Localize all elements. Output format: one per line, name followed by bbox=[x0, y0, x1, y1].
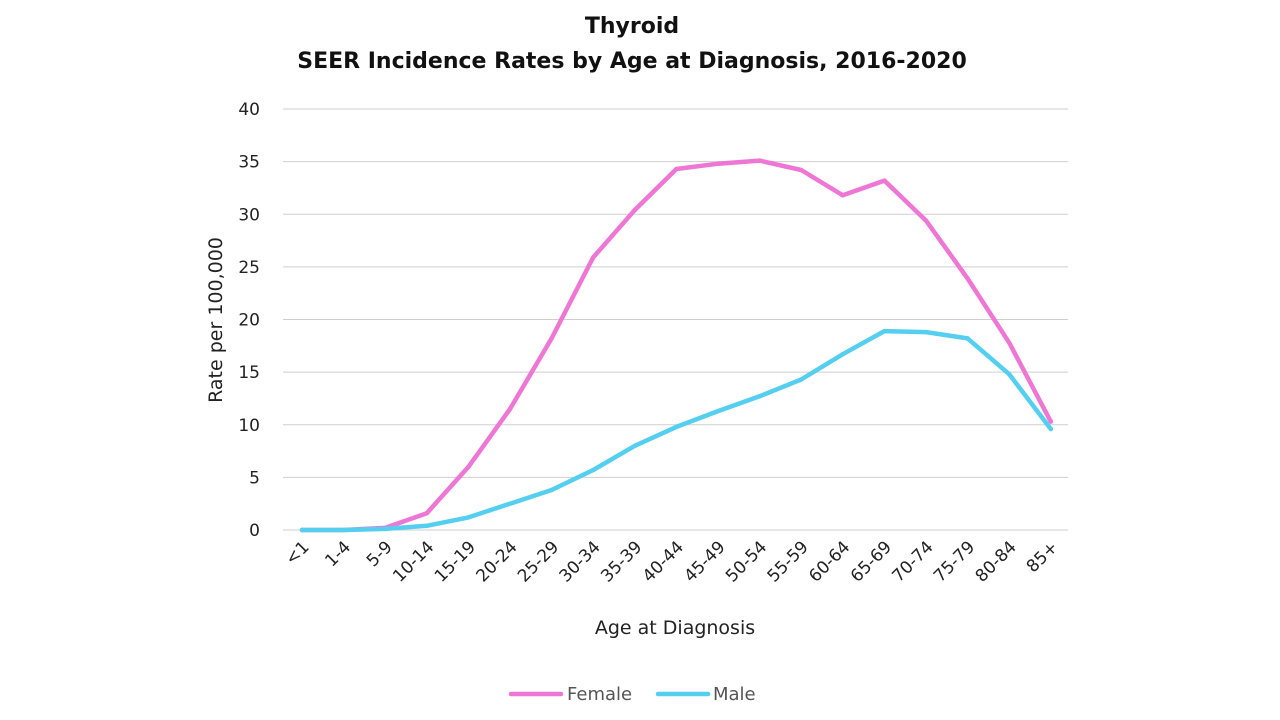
data-point-female bbox=[466, 464, 471, 470]
y-tick-label: 35 bbox=[238, 153, 260, 173]
y-tick-label: 10 bbox=[238, 416, 260, 436]
x-tick-label: 5-9 bbox=[363, 537, 397, 571]
data-point-male bbox=[965, 336, 970, 341]
data-point-male bbox=[591, 467, 596, 473]
data-point-female bbox=[1007, 340, 1012, 345]
y-tick-label: 20 bbox=[238, 311, 260, 331]
y-tick-label: 0 bbox=[249, 521, 260, 541]
x-tick-label: 85+ bbox=[1023, 537, 1063, 577]
x-tick-label: 15-19 bbox=[431, 537, 480, 586]
series-line-female bbox=[299, 158, 1054, 533]
data-point-male bbox=[507, 501, 513, 506]
data-point-female bbox=[882, 178, 887, 183]
data-point-male bbox=[549, 487, 554, 493]
data-point-male bbox=[923, 329, 929, 335]
data-point-male bbox=[341, 527, 346, 533]
series-line-male bbox=[299, 328, 1054, 533]
chart-subtitle: SEER Incidence Rates by Age at Diagnosis… bbox=[297, 49, 967, 74]
data-point-female bbox=[674, 166, 679, 172]
chart-title: Thyroid bbox=[585, 14, 679, 39]
x-tick-label: 55-59 bbox=[764, 537, 813, 586]
x-axis-ticks: <1 1-4 5-910-1415-1920-2425-2930-3435-3940… bbox=[282, 537, 1063, 586]
data-point-male bbox=[757, 394, 762, 399]
data-point-male bbox=[715, 408, 721, 414]
data-point-male bbox=[424, 523, 429, 528]
data-point-male bbox=[840, 352, 845, 357]
data-point-female bbox=[799, 167, 804, 173]
x-tick-label: 60-64 bbox=[805, 537, 854, 586]
data-point-male bbox=[882, 328, 887, 334]
legend-label-male: Male bbox=[713, 684, 756, 705]
data-point-female bbox=[424, 510, 429, 516]
data-point-female bbox=[715, 161, 721, 166]
legend-label-female: Female bbox=[567, 684, 632, 705]
data-point-female bbox=[1048, 419, 1054, 424]
x-tick-label: 45-49 bbox=[680, 537, 729, 586]
x-tick-label: 10-14 bbox=[389, 537, 438, 586]
data-point-male bbox=[383, 526, 388, 532]
x-tick-label: 1-4 bbox=[321, 537, 355, 571]
data-point-female bbox=[507, 406, 513, 412]
x-tick-label: 70-74 bbox=[888, 537, 937, 586]
data-point-female bbox=[632, 207, 637, 213]
x-tick-label: 20-24 bbox=[472, 537, 521, 586]
legend: Female Male bbox=[508, 684, 756, 705]
y-tick-label: 40 bbox=[238, 100, 260, 120]
y-tick-label: 25 bbox=[238, 258, 260, 278]
data-point-female bbox=[965, 276, 970, 281]
series-lines bbox=[299, 158, 1054, 533]
data-point-female bbox=[549, 336, 554, 341]
x-tick-label: 50-54 bbox=[722, 537, 771, 586]
data-point-female bbox=[757, 158, 762, 163]
x-tick-label: 40-44 bbox=[639, 537, 688, 586]
data-point-female bbox=[840, 193, 845, 198]
y-axis-ticks: 0 5 10 15 20 25 30 35 40 bbox=[238, 100, 260, 541]
data-point-male bbox=[1007, 372, 1012, 377]
x-tick-label: 80-84 bbox=[972, 537, 1021, 586]
x-tick-label: 35-39 bbox=[597, 537, 646, 586]
data-point-male bbox=[1048, 426, 1054, 432]
y-axis-label: Rate per 100,000 bbox=[205, 237, 227, 403]
gridlines bbox=[283, 108, 1068, 531]
x-axis-label: Age at Diagnosis bbox=[595, 617, 755, 639]
data-point-male bbox=[674, 424, 679, 430]
y-tick-label: 5 bbox=[249, 468, 260, 488]
x-tick-label: 75-79 bbox=[930, 537, 979, 586]
x-tick-label: 30-34 bbox=[556, 537, 605, 586]
data-point-male bbox=[466, 515, 471, 520]
y-tick-label: 15 bbox=[238, 363, 260, 383]
x-tick-label: 25-29 bbox=[514, 537, 563, 586]
data-point-male bbox=[799, 377, 804, 382]
data-point-female bbox=[923, 218, 929, 223]
data-point-female bbox=[591, 255, 596, 260]
y-tick-label: 30 bbox=[238, 205, 260, 225]
data-point-male bbox=[299, 527, 305, 533]
x-tick-label: <1 bbox=[282, 537, 314, 569]
data-point-male bbox=[632, 443, 637, 448]
x-tick-label: 65-69 bbox=[847, 537, 896, 586]
